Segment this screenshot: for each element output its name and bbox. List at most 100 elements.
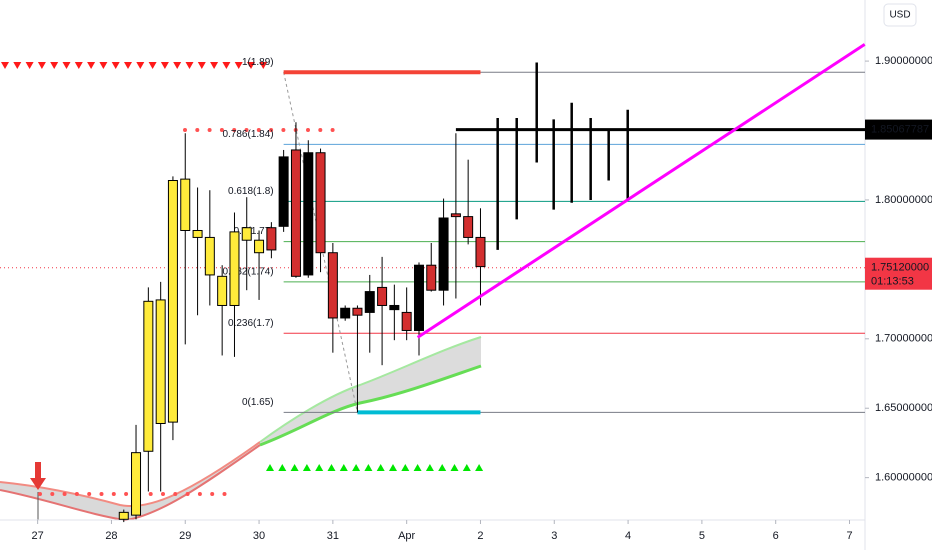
candle-body [401,311,412,331]
candle-body [254,239,265,254]
signal-triangle [425,464,434,471]
signal-dot [244,128,249,132]
y-tick-label: 1.65000000 [875,402,932,414]
signal-dot [210,492,215,496]
signal-triangle [462,464,471,471]
signal-dot [161,492,165,496]
signal-arrow [30,462,46,490]
signal-triangle [124,62,132,69]
candle-body [229,231,240,306]
candle-body [266,227,277,251]
signal-triangle [259,62,268,69]
signal-triangle [450,464,459,471]
y-tick-label: 1.60000000 [875,472,932,484]
ma-line [259,336,482,443]
x-tick-label: 2 [477,530,483,542]
signal-triangle [401,464,410,471]
signal-triangle [37,62,46,69]
signal-dot [50,492,55,496]
fib-label: 0.382(1.74) [222,267,273,278]
x-tick-label: 4 [625,530,631,542]
signal-dot [281,128,286,132]
signal-triangle [475,464,484,471]
signal-triangle [222,62,231,69]
signal-triangle [99,62,108,69]
signal-triangle [111,62,120,69]
candle-body [241,227,252,241]
signal-dot [207,128,212,132]
candle-body [352,307,363,316]
signal-triangle [339,464,348,471]
candle-body [204,236,215,276]
x-tick-label: 3 [551,530,557,542]
candle-body [389,304,400,311]
signal-dot [306,128,310,132]
signal-triangle [160,62,169,69]
candle-body [118,511,129,520]
signal-triangle [266,464,274,471]
signal-triangle [302,464,311,471]
signal-dot [62,492,67,496]
signal-triangle [315,464,324,471]
candle-body [426,264,437,291]
candle-body [143,300,154,452]
price-label: 1.85067787 [871,123,929,135]
candle-body [377,286,388,306]
fib-label: 1(1.89) [242,57,274,68]
signal-dot [219,128,224,132]
price-label-box [865,257,932,290]
candle-body [131,452,142,516]
signal-triangle [278,464,287,471]
signal-dot [148,492,153,496]
fib-label: 0.618(1.8) [228,186,274,197]
cloud [0,442,260,520]
x-tick-label: 7 [846,530,852,542]
signal-triangle [87,62,96,69]
fib-label: 0.786(1.84) [222,129,273,140]
signal-triangle [74,62,83,69]
signal-dot [124,492,129,496]
x-tick-label: 27 [32,530,44,542]
signal-dot [185,492,190,496]
candle-body [463,216,474,238]
trendline [416,43,866,339]
signal-triangle [438,464,447,471]
y-tick-label: 1.90000000 [875,55,932,67]
signal-triangle [136,62,145,69]
x-tick-label: 30 [253,530,265,542]
signal-triangle [210,62,219,69]
candle-body [450,213,461,218]
x-tick-label: Apr [398,530,415,542]
fib-label: 0.5(1.77) [234,226,274,237]
signal-triangle [364,464,373,471]
currency-label: USD [889,10,910,21]
signal-dot [232,128,237,132]
signal-triangle [413,464,422,471]
currency-button[interactable] [883,3,917,27]
candle-body [475,236,486,268]
candle-body [155,299,166,424]
signal-triangle [62,62,71,69]
cloud [260,337,481,445]
signal-dot [330,128,335,132]
x-tick-label: 31 [327,530,339,542]
signal-triangle [197,62,206,69]
price-label: 1.75120000 [871,262,929,274]
indicators [0,336,482,522]
signal-triangle [25,62,34,69]
signal-triangle [376,464,385,471]
signal-dot [318,128,323,132]
signal-triangle [352,464,361,471]
countdown: 01:13:53 [871,276,914,288]
signal-triangle [389,464,397,471]
candle-body [364,291,375,313]
y-tick-label: 1.80000000 [875,194,932,206]
signal-dot [87,492,92,496]
y-tick-label: 1.70000000 [875,333,932,345]
signal-dot [173,492,178,496]
signal-triangle [234,62,243,69]
x-tick-label: 29 [179,530,191,542]
signal-triangle [148,62,157,69]
signal-triangle [50,62,59,69]
